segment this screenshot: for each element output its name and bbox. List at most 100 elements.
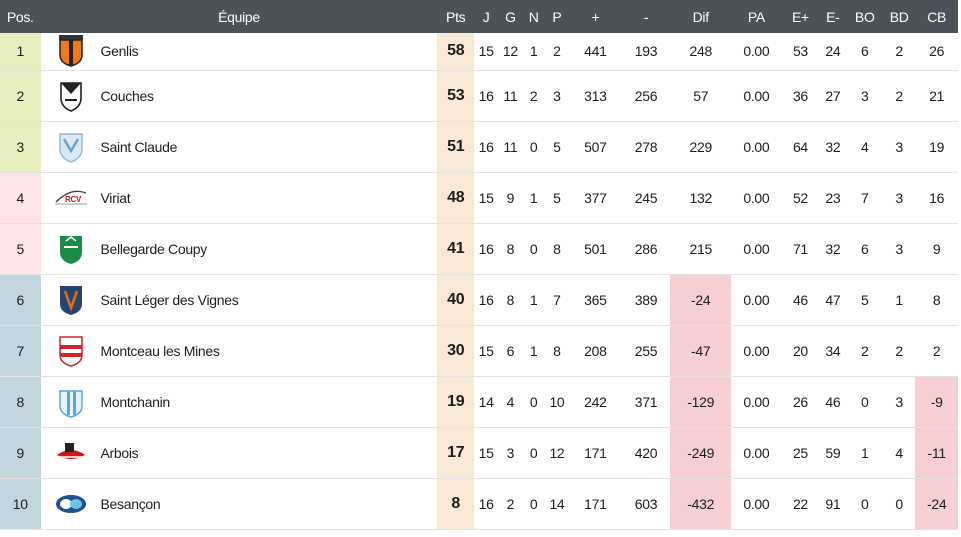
team-cell[interactable]: Saint Léger des Vignes xyxy=(40,274,438,326)
won-cell: 6 xyxy=(498,325,523,377)
cb-cell: -11 xyxy=(915,427,958,479)
offensive-bonus-cell: 6 xyxy=(846,223,883,275)
header-points-for[interactable]: + xyxy=(591,8,600,25)
points-cell: 30 xyxy=(437,325,474,377)
cb-cell: 21 xyxy=(915,70,958,122)
team-cell[interactable]: Montchanin xyxy=(40,376,438,428)
points-against-cell: 245 xyxy=(621,172,671,224)
team-cell[interactable]: Saint Claude xyxy=(40,121,438,173)
played-cell: 16 xyxy=(473,223,499,275)
tries-for-cell: 71 xyxy=(781,223,820,275)
team-cell[interactable]: Besançon xyxy=(40,478,438,530)
position-cell: 8 xyxy=(0,376,41,428)
header-played[interactable]: J xyxy=(482,8,490,25)
header-pts[interactable]: Pts xyxy=(446,8,466,25)
difference-cell: 215 xyxy=(670,223,732,275)
team-name[interactable]: Genlis xyxy=(100,43,139,60)
points-against-cell: 286 xyxy=(621,223,671,275)
offensive-bonus-cell: 5 xyxy=(846,274,883,326)
lost-cell: 8 xyxy=(544,325,570,377)
points-cell: 48 xyxy=(437,172,474,224)
position-cell: 4 xyxy=(0,172,41,224)
table-row[interactable]: 10 Besançon 8 16 2 0 14 171 603 -432 0.00 22 91 0 0 -24 xyxy=(0,478,958,530)
header-drawn[interactable]: N xyxy=(528,8,539,25)
table-row[interactable]: 6 Saint Léger des Vignes 40 16 8 1 7 365 389 -24 0… xyxy=(0,274,958,326)
defensive-bonus-cell: 2 xyxy=(882,70,916,122)
montceau-logo xyxy=(53,334,89,368)
points-cell: 8 xyxy=(437,478,474,530)
won-cell: 8 xyxy=(498,223,523,275)
points-cell: 51 xyxy=(437,121,474,173)
header-tries-against[interactable]: E- xyxy=(826,8,840,25)
points-cell: 53 xyxy=(437,70,474,122)
tries-against-cell: 34 xyxy=(819,325,847,377)
team-cell[interactable]: Bellegarde Coupy xyxy=(40,223,438,275)
points-cell: 19 xyxy=(437,376,474,428)
points-against-cell: 389 xyxy=(621,274,671,326)
tries-against-cell: 24 xyxy=(819,33,847,71)
header-pos[interactable]: Pos. xyxy=(6,8,34,25)
difference-cell: -432 xyxy=(670,478,732,530)
drawn-cell: 0 xyxy=(522,223,545,275)
team-cell[interactable]: Genlis xyxy=(40,33,438,71)
table-row[interactable]: 4 RCV Viriat 48 15 9 1 5 377 245 132 0.00 52 23 7 3 16 xyxy=(0,172,958,224)
header-lost[interactable]: P xyxy=(552,8,562,25)
team-name[interactable]: Arbois xyxy=(100,444,139,461)
team-name[interactable]: Saint Léger des Vignes xyxy=(100,291,239,308)
drawn-cell: 2 xyxy=(522,70,545,122)
defensive-bonus-cell: 2 xyxy=(882,33,916,71)
header-defensive-bonus[interactable]: BD xyxy=(889,8,909,25)
team-name[interactable]: Viriat xyxy=(100,189,131,206)
points-cell: 40 xyxy=(437,274,474,326)
drawn-cell: 1 xyxy=(522,172,545,224)
tries-against-cell: 32 xyxy=(819,223,847,275)
played-cell: 16 xyxy=(473,70,499,122)
table-row[interactable]: 2 Couches 53 16 11 2 3 313 256 57 0.00 36 27 3 2 21 xyxy=(0,70,958,122)
team-name[interactable]: Besançon xyxy=(100,495,161,512)
team-name[interactable]: Bellegarde Coupy xyxy=(100,240,208,257)
team-name[interactable]: Couches xyxy=(100,87,154,104)
header-won[interactable]: G xyxy=(505,8,516,25)
montchanin-logo xyxy=(53,385,89,419)
position-cell: 7 xyxy=(0,325,41,377)
table-row[interactable]: 7 Montceau les Mines 30 15 6 1 8 208 255 -47 0.00 2… xyxy=(0,325,958,377)
difference-cell: 57 xyxy=(670,70,732,122)
team-name[interactable]: Montceau les Mines xyxy=(100,342,220,359)
defensive-bonus-cell: 0 xyxy=(882,478,916,530)
played-cell: 15 xyxy=(473,172,499,224)
penalty-cell: 0.00 xyxy=(731,70,782,122)
penalty-cell: 0.00 xyxy=(731,274,782,326)
team-name[interactable]: Montchanin xyxy=(100,393,171,410)
table-row[interactable]: 3 Saint Claude 51 16 11 0 5 507 278 229 0.00 64 32 4 3… xyxy=(0,121,958,173)
header-offensive-bonus[interactable]: BO xyxy=(854,8,875,25)
offensive-bonus-cell: 7 xyxy=(846,172,883,224)
bellegarde-coupy-logo xyxy=(53,232,89,266)
cb-cell: -24 xyxy=(915,478,958,530)
cb-cell: 16 xyxy=(915,172,958,224)
difference-cell: 229 xyxy=(670,121,732,173)
team-cell[interactable]: Arbois xyxy=(40,427,438,479)
header-cb[interactable]: CB xyxy=(927,8,947,25)
table-row[interactable]: 8 Montchanin 19 14 4 0 10 242 371 -129 0.00 26 46 0 3-… xyxy=(0,376,958,428)
team-cell[interactable]: RCV Viriat xyxy=(40,172,438,224)
lost-cell: 5 xyxy=(544,121,570,173)
table-row[interactable]: 5 Bellegarde Coupy 41 16 8 0 8 501 286 215 0.00 71 3… xyxy=(0,223,958,275)
position-cell: 9 xyxy=(0,427,41,479)
defensive-bonus-cell: 3 xyxy=(882,376,916,428)
header-tries-for[interactable]: E+ xyxy=(791,8,809,25)
team-cell[interactable]: Couches xyxy=(40,70,438,122)
points-against-cell: 256 xyxy=(621,70,671,122)
defensive-bonus-cell: 4 xyxy=(882,427,916,479)
table-row[interactable]: 9 Arbois 17 15 3 0 12 171 420 -249 0.00 25 59 1 4 -11 xyxy=(0,427,958,479)
offensive-bonus-cell: 0 xyxy=(846,478,883,530)
points-against-cell: 603 xyxy=(621,478,671,530)
penalty-cell: 0.00 xyxy=(731,172,782,224)
header-difference[interactable]: Dif xyxy=(692,8,710,25)
header-points-against[interactable]: - xyxy=(643,8,649,25)
team-cell[interactable]: Montceau les Mines xyxy=(40,325,438,377)
team-name[interactable]: Saint Claude xyxy=(100,138,178,155)
table-row[interactable]: 1 Genlis 58 15 12 1 2 441 193 248 0.00 53 24 6 2 26 xyxy=(0,33,958,71)
header-team[interactable]: Équipe xyxy=(218,8,260,25)
arbois-logo xyxy=(53,436,89,470)
header-penalty[interactable]: PA xyxy=(747,8,765,25)
